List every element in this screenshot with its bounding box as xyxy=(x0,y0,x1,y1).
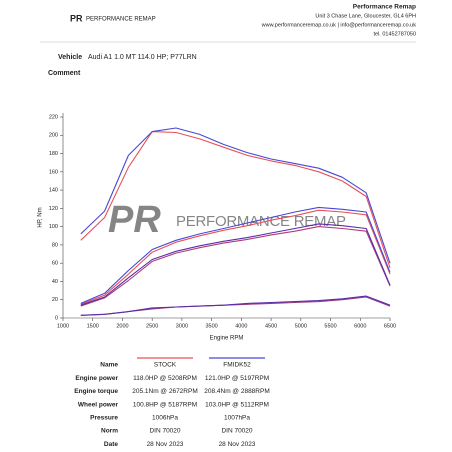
table-header: Name xyxy=(100,362,118,369)
table-cell: 1006hPa xyxy=(152,415,178,422)
row-label: Date xyxy=(104,441,118,448)
x-tick-label: 4500 xyxy=(265,323,277,329)
x-tick-label: 6500 xyxy=(384,323,396,329)
series-line xyxy=(80,295,391,316)
row-label: Engine power xyxy=(75,375,118,382)
x-axis-label: Engine RPM xyxy=(210,336,244,342)
y-axis-label: HP, Nm xyxy=(38,207,44,227)
table-cell: 205.1Nm @ 2672RPM xyxy=(132,388,198,395)
x-tick-label: 6000 xyxy=(354,323,366,329)
x-tick-label: 1500 xyxy=(87,323,99,329)
table-cell: 28 Nov 2023 xyxy=(219,441,256,448)
x-tick-label: 2000 xyxy=(116,323,128,329)
series-line xyxy=(80,127,391,264)
row-label: Pressure xyxy=(90,415,118,422)
logo-name: PERFORMANCE REMAP xyxy=(86,17,156,23)
table-header: STOCK xyxy=(154,362,177,369)
y-tick-label: 60 xyxy=(52,261,58,267)
address: Unit 3 Chase Lane, Gloucester, GL4 6PH xyxy=(315,13,416,19)
watermark: PR PERFORMANCE REMAP xyxy=(108,199,346,241)
vehicle-label: Vehicle xyxy=(58,54,82,61)
x-tick-label: 5500 xyxy=(324,323,336,329)
series-line xyxy=(80,296,391,316)
plot: 0 20 40 60 80 100 120 140 160 180 200 220 1000 1500 20… xyxy=(38,113,396,342)
logo-mark: PR xyxy=(70,13,83,23)
y-tick-label: 160 xyxy=(49,169,58,175)
table-cell: 1007hPa xyxy=(224,415,250,422)
y-tick-label: 220 xyxy=(49,114,58,120)
y-tick-label: 100 xyxy=(49,224,58,230)
y-tick-label: 20 xyxy=(52,297,58,303)
table-cell: 28 Nov 2023 xyxy=(147,441,184,448)
comment-label: Comment xyxy=(48,70,81,77)
watermark-name: PERFORMANCE REMAP xyxy=(176,213,346,230)
series-line xyxy=(80,209,391,305)
row-label: Engine torque xyxy=(74,388,118,395)
company: Performance Remap xyxy=(353,4,416,11)
row-label: Norm xyxy=(101,428,118,435)
x-tick-label: 4000 xyxy=(235,323,247,329)
series-line xyxy=(80,226,391,307)
series-line xyxy=(80,206,391,304)
y-tick-label: 180 xyxy=(49,151,58,157)
summary-table: Name STOCK FMIDK52 Engine power 118.0HP @ 52… xyxy=(74,357,270,448)
y-tick-label: 120 xyxy=(49,206,58,212)
y-tick-label: 0 xyxy=(55,315,58,321)
y-tick-label: 80 xyxy=(52,242,58,248)
x-tick-label: 5000 xyxy=(295,323,307,329)
phone: tel. 01452787050 xyxy=(373,31,416,37)
table-cell: 118.0HP @ 5208RPM xyxy=(133,375,197,382)
table-cell: 100.8HP @ 5187RPM xyxy=(133,401,197,408)
table-cell: 208.4Nm @ 2888RPM xyxy=(204,388,270,395)
x-tick-label: 3500 xyxy=(206,323,218,329)
x-tick-label: 1000 xyxy=(57,323,69,329)
table-cell: 121.0HP @ 5197RPM xyxy=(205,375,269,382)
y-tick-label: 140 xyxy=(49,188,58,194)
x-tick-label: 2500 xyxy=(146,323,158,329)
table-cell: 103.0HP @ 5112RPM xyxy=(205,401,269,408)
watermark-mark: PR xyxy=(108,199,161,241)
x-tick-label: 3000 xyxy=(176,323,188,329)
web: www.performanceremap.co.uk | info@perfor… xyxy=(261,22,417,28)
y-tick-label: 40 xyxy=(52,279,58,285)
series-line xyxy=(80,131,391,268)
y-tick-label: 200 xyxy=(49,133,58,139)
vehicle-value: Audi A1 1.0 MT 114.0 HP; P77LRN xyxy=(88,54,197,61)
table-header: FMIDK52 xyxy=(223,362,251,369)
table-cell: DIN 70020 xyxy=(221,428,252,435)
table-cell: DIN 70020 xyxy=(149,428,180,435)
series-line xyxy=(80,223,391,306)
row-label: Wheel power xyxy=(78,401,119,408)
